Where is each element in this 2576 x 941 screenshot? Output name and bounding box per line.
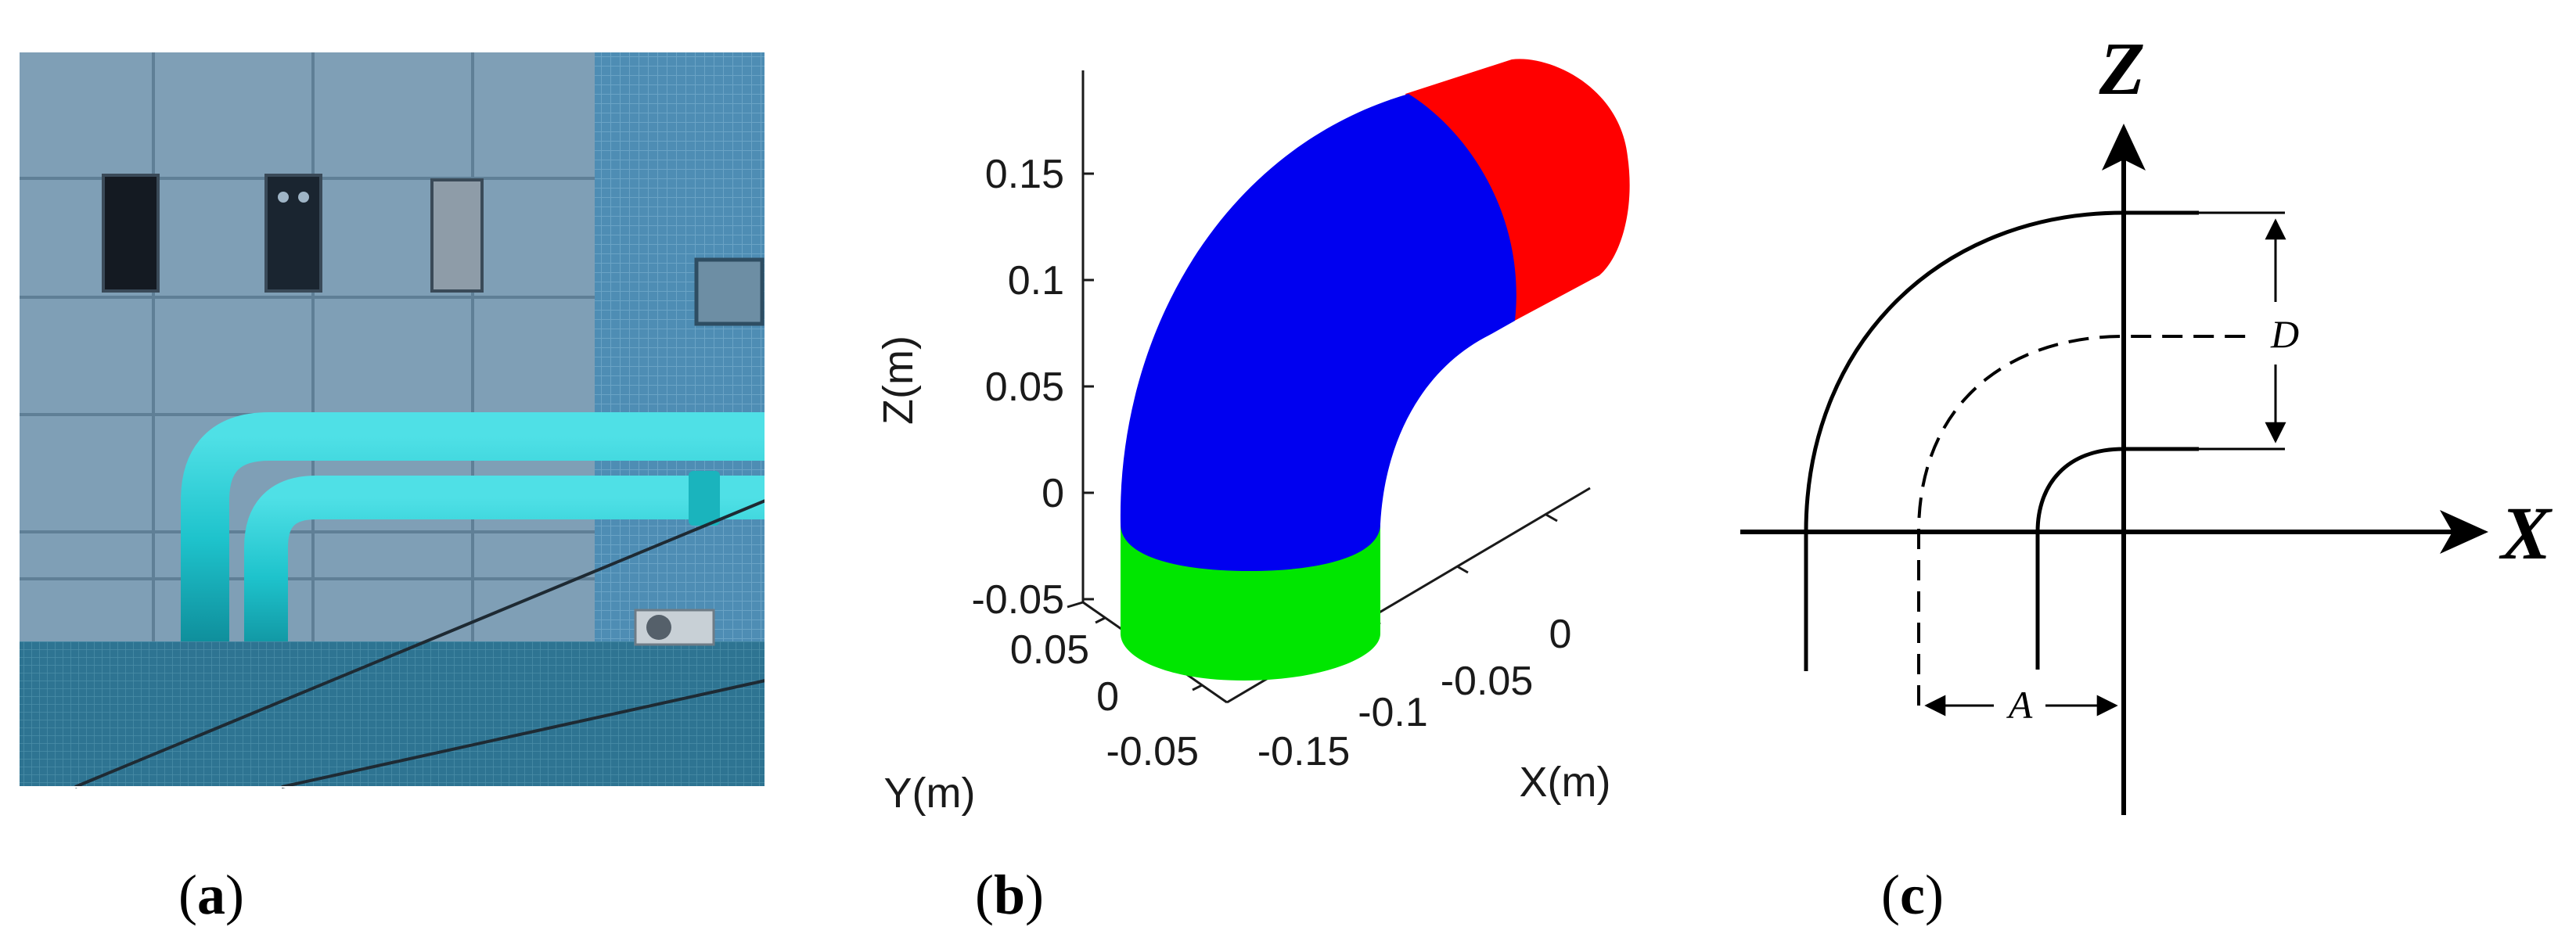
z-tick-label: -0.05 <box>971 577 1064 623</box>
elbow-bend-section <box>1120 94 1516 571</box>
photo-vent <box>694 257 765 326</box>
photo-window-2 <box>264 174 322 293</box>
panel-c-schematic: Z X D A <box>1740 27 2553 815</box>
z-tick-label: 0.1 <box>1008 258 1064 303</box>
x-axis-arrowhead <box>2440 510 2488 554</box>
panel-label-a: (a) <box>178 864 244 926</box>
x-axis-letter: X <box>2499 491 2553 575</box>
z-axis-arrowhead <box>2102 124 2146 171</box>
photo-wires <box>74 499 766 788</box>
centerline <box>1917 335 2254 706</box>
z-tick-label: 0.05 <box>985 365 1064 410</box>
dimension-a-label: A <box>2006 683 2033 727</box>
dimension-d <box>2199 211 2286 451</box>
photo-window-1 <box>102 174 160 293</box>
panel-label-b: (b) <box>975 864 1044 926</box>
elbow-outlet-section <box>1405 59 1630 335</box>
inner-wall <box>2035 447 2199 670</box>
dimension-d-label: D <box>2270 312 2299 356</box>
x-tick-label: -0.05 <box>1441 659 1534 704</box>
x-tick-label: 0 <box>1549 612 1572 657</box>
x-tick-label: -0.15 <box>1257 729 1351 774</box>
photo-window-3 <box>430 178 484 293</box>
x-tick-label: -0.1 <box>1358 690 1428 735</box>
panel-b-plot: 0.15 0.1 0.05 0 -0.05 0.05 0 -0.05 0 -0.… <box>875 59 1630 817</box>
y-tick-label: 0.05 <box>1010 627 1089 673</box>
z-tick-label: 0.15 <box>985 152 1064 197</box>
panel-a-photo <box>18 51 766 788</box>
z-tick-label: 0 <box>1042 471 1064 516</box>
y-axis-label: Y(m) <box>884 770 976 817</box>
z-ticks <box>1083 172 1094 601</box>
z-axis-letter: Z <box>2099 27 2146 110</box>
y-tick-label: 0 <box>1096 674 1119 720</box>
z-axis-label: Z(m) <box>875 336 922 425</box>
photo-pipes <box>181 412 765 657</box>
y-tick-label: -0.05 <box>1106 729 1199 774</box>
outer-wall <box>1804 210 2199 671</box>
panel-label-c: (c) <box>1881 864 1944 926</box>
x-axis-label: X(m) <box>1520 759 1611 806</box>
elbow-surface <box>1120 59 1630 681</box>
